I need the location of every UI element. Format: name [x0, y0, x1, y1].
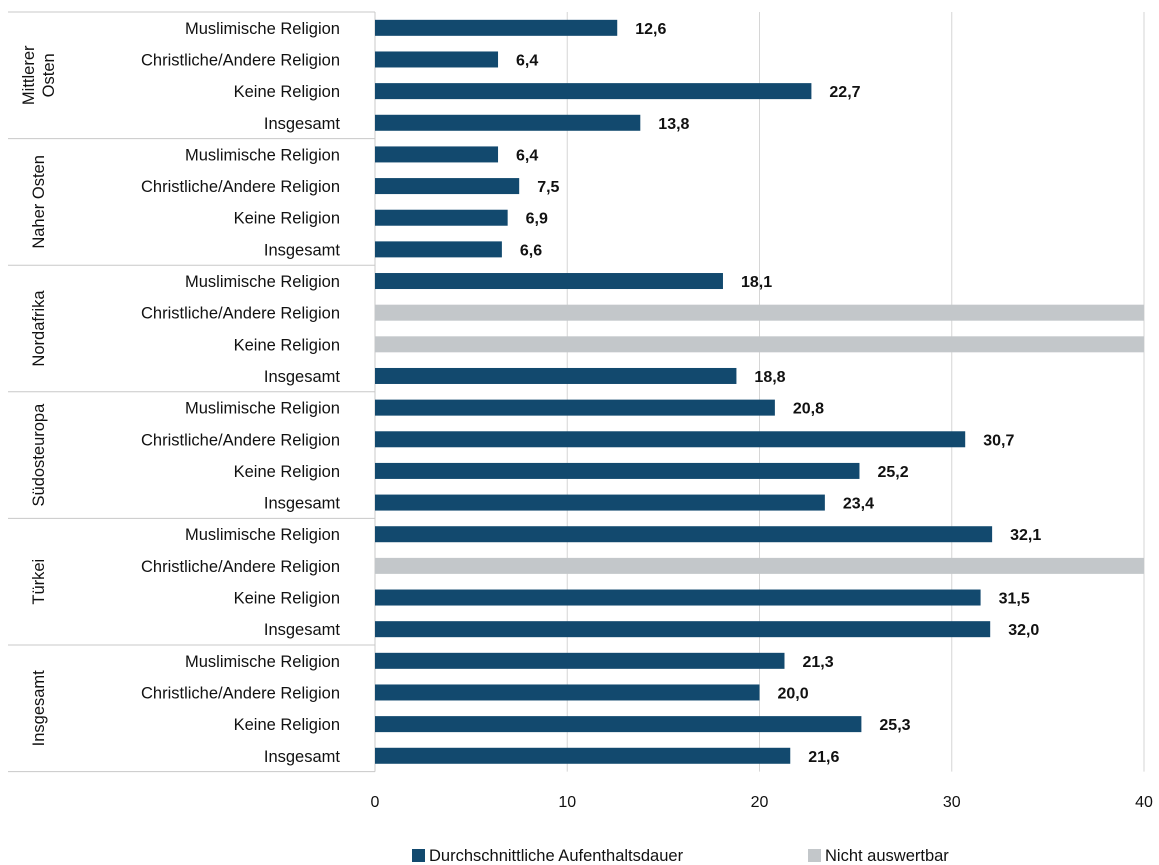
value-label: 13,8	[658, 116, 689, 133]
x-tick-label: 20	[751, 794, 769, 811]
bars: 12,6 6,4 22,7 13,8 6,4 7,5 6,9 6,6 18,1 18,8 20,8 3…	[375, 19, 1144, 766]
bar	[375, 462, 860, 479]
bar	[375, 431, 966, 448]
x-tick-label: 10	[558, 794, 576, 811]
bar	[375, 684, 760, 701]
group-separators	[8, 11, 375, 773]
group-label: Südosteuropa	[30, 403, 48, 507]
group-label: Insgesamt	[30, 670, 48, 747]
bar	[375, 178, 520, 195]
group-label-line: Mittlerer	[20, 45, 38, 105]
category-label: Insgesamt	[264, 115, 341, 133]
bar-not-evaluable	[375, 336, 1144, 353]
group-label: Türkei	[30, 559, 48, 605]
value-label: 32,1	[1010, 527, 1041, 544]
value-label: 23,4	[843, 496, 874, 513]
value-label: 20,0	[778, 685, 809, 702]
legend-label: Nicht auswertbar	[825, 847, 949, 865]
category-label: Christliche/Andere Religion	[141, 51, 340, 69]
category-label: Keine Religion	[234, 336, 340, 354]
category-label: Christliche/Andere Religion	[141, 178, 340, 196]
bar-not-evaluable	[375, 304, 1144, 321]
value-label: 25,3	[879, 717, 910, 734]
bar	[375, 367, 737, 384]
category-label: Christliche/Andere Religion	[141, 684, 340, 702]
category-label: Keine Religion	[234, 463, 340, 481]
bar-not-evaluable	[375, 557, 1144, 574]
legend: Durchschnittliche Aufenthaltsdauer Nicht …	[412, 847, 949, 865]
category-label: Christliche/Andere Religion	[141, 558, 340, 576]
value-label: 18,1	[741, 274, 772, 291]
group-label-line: Südosteuropa	[30, 403, 48, 507]
bar	[375, 51, 499, 68]
group-label: Nordafrika	[30, 290, 48, 367]
category-label: Christliche/Andere Religion	[141, 305, 340, 323]
value-label: 25,2	[877, 464, 908, 481]
category-label: Keine Religion	[234, 210, 340, 228]
category-label: Insgesamt	[264, 368, 341, 386]
group-label-line: Osten	[40, 53, 58, 97]
bar	[375, 526, 993, 543]
value-label: 30,7	[983, 432, 1014, 449]
x-tick-label: 40	[1135, 794, 1153, 811]
x-tick-label: 30	[943, 794, 961, 811]
value-label: 32,0	[1008, 622, 1039, 639]
value-label: 7,5	[537, 179, 559, 196]
bar	[375, 621, 991, 638]
value-label: 6,4	[516, 147, 538, 164]
value-label: 22,7	[829, 84, 860, 101]
category-label: Keine Religion	[234, 716, 340, 734]
x-tick-label: 0	[371, 794, 380, 811]
legend-label: Durchschnittliche Aufenthaltsdauer	[429, 847, 684, 865]
legend-swatch	[412, 849, 425, 862]
bar	[375, 114, 641, 131]
group-label-line: Türkei	[30, 559, 48, 605]
bar	[375, 589, 981, 606]
bar	[375, 146, 499, 163]
bar	[375, 652, 785, 669]
bar	[375, 19, 618, 36]
category-label: Muslimische Religion	[185, 400, 340, 418]
value-label: 18,8	[754, 369, 785, 386]
legend-swatch	[808, 849, 821, 862]
value-label: 6,6	[520, 242, 542, 259]
category-labels: Mittlerer Osten Muslimische Religion Christ…	[20, 20, 340, 766]
value-label: 20,8	[793, 401, 824, 418]
bar	[375, 209, 508, 226]
bar	[375, 747, 791, 764]
category-label: Keine Religion	[234, 590, 340, 608]
group-label-line: Insgesamt	[30, 670, 48, 747]
category-label: Christliche/Andere Religion	[141, 431, 340, 449]
category-label: Muslimische Religion	[185, 653, 340, 671]
value-label: 12,6	[635, 21, 666, 38]
bar	[375, 241, 502, 258]
category-label: Muslimische Religion	[185, 146, 340, 164]
value-label: 21,6	[808, 749, 839, 766]
bar	[375, 399, 775, 416]
group-label-line: Nordafrika	[30, 290, 48, 367]
x-axis-ticks: 0 10 20 30 40	[371, 794, 1153, 811]
value-label: 31,5	[999, 591, 1030, 608]
group-label: Naher Osten	[30, 155, 48, 249]
category-label: Keine Religion	[234, 83, 340, 101]
category-label: Insgesamt	[264, 495, 341, 513]
category-label: Insgesamt	[264, 241, 341, 259]
category-label: Muslimische Religion	[185, 20, 340, 38]
category-label: Muslimische Religion	[185, 273, 340, 291]
bar	[375, 273, 723, 290]
bar	[375, 83, 812, 100]
category-label: Muslimische Religion	[185, 526, 340, 544]
bar	[375, 716, 862, 733]
bar	[375, 494, 825, 511]
value-label: 6,9	[526, 211, 548, 228]
category-label: Insgesamt	[264, 748, 341, 766]
value-label: 6,4	[516, 52, 538, 69]
category-label: Insgesamt	[264, 621, 341, 639]
group-label: Mittlerer Osten	[20, 45, 58, 105]
group-label-line: Naher Osten	[30, 155, 48, 249]
value-label: 21,3	[802, 654, 833, 671]
